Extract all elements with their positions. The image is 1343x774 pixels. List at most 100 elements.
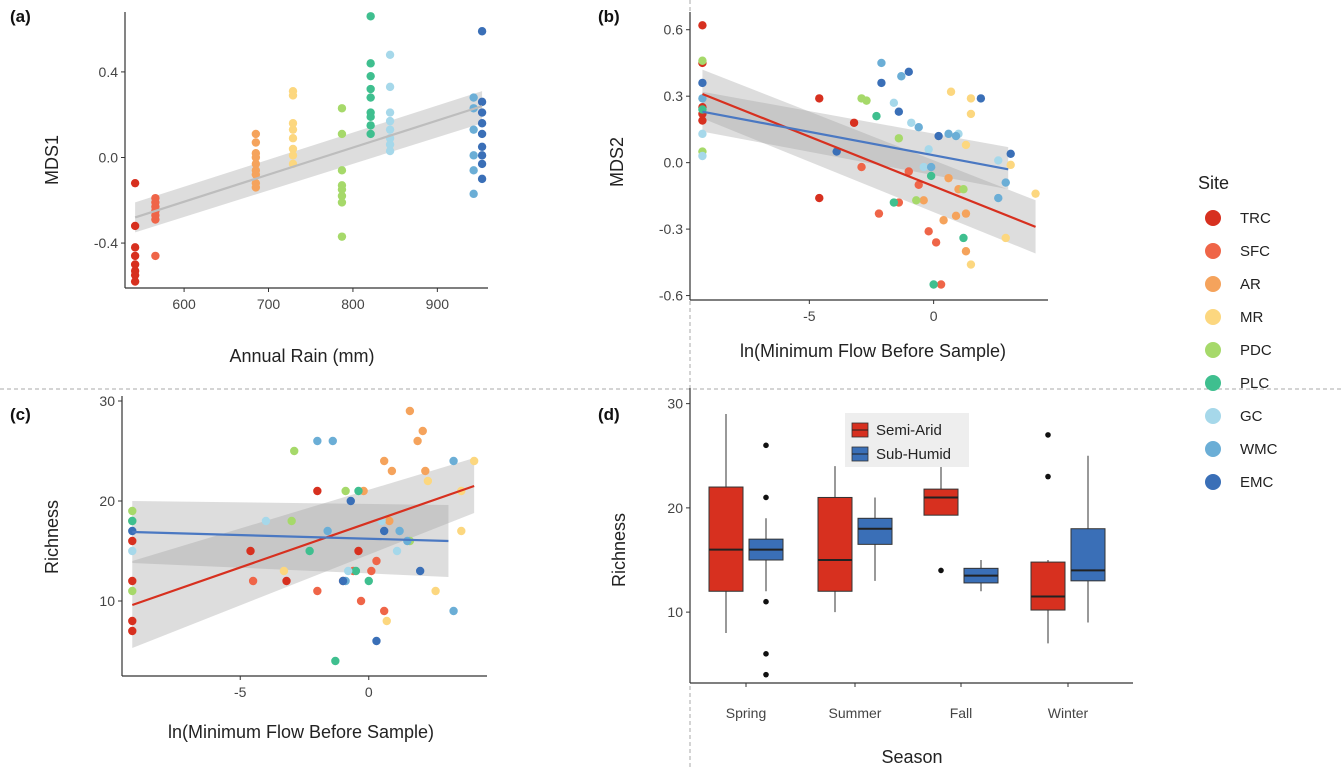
data-point-mr bbox=[966, 109, 976, 119]
data-point-gc bbox=[343, 566, 353, 576]
data-point-pdc bbox=[862, 96, 871, 105]
y-tick-label: 0.0 bbox=[664, 155, 684, 171]
data-point-wmc bbox=[469, 125, 478, 134]
data-point-trc bbox=[130, 251, 140, 261]
box-sub-humid-summer bbox=[857, 497, 893, 581]
box-body bbox=[708, 486, 744, 592]
data-point-wmc bbox=[897, 72, 906, 81]
data-point-mr bbox=[457, 526, 466, 536]
confidence-band bbox=[132, 458, 475, 648]
data-point-mr bbox=[966, 260, 976, 269]
y-tick-label: -0.3 bbox=[659, 221, 683, 237]
data-point-wmc bbox=[926, 162, 936, 172]
legend-swatch-wmc bbox=[1205, 441, 1221, 457]
data-point-mr bbox=[288, 119, 298, 128]
data-point-trc bbox=[698, 21, 707, 30]
data-point-wmc bbox=[449, 606, 458, 616]
data-point-ar bbox=[251, 159, 261, 169]
data-point-trc bbox=[130, 270, 140, 280]
data-point-pdc bbox=[698, 56, 707, 65]
x-tick-label: 600 bbox=[172, 296, 196, 312]
outlier-point bbox=[763, 442, 769, 449]
data-point-plc bbox=[959, 233, 968, 243]
data-point-mr bbox=[961, 140, 971, 150]
data-point-trc bbox=[128, 626, 137, 636]
data-point-wmc bbox=[1001, 178, 1010, 187]
data-point-trc bbox=[130, 277, 140, 286]
data-point-trc bbox=[282, 576, 291, 586]
data-point-wmc bbox=[323, 526, 332, 536]
panel-a-plot: -0.4 0.0 0.4 600 700 800 900 bbox=[94, 12, 488, 312]
data-point-mr bbox=[1006, 160, 1015, 170]
box-sub-humid-winter bbox=[1070, 455, 1106, 623]
y-tick-label: 20 bbox=[99, 493, 115, 509]
data-point-gc bbox=[385, 116, 395, 126]
data-point-plc bbox=[366, 112, 375, 122]
data-point-plc bbox=[929, 280, 938, 289]
data-point-trc bbox=[130, 243, 140, 252]
x-tick-label: 700 bbox=[257, 296, 281, 312]
data-point-wmc bbox=[951, 131, 961, 141]
x-tick-label: Fall bbox=[950, 705, 973, 721]
data-point-pdc bbox=[959, 185, 968, 194]
outlier-point bbox=[763, 494, 769, 501]
panel-a-x-title: Annual Rain (mm) bbox=[229, 346, 374, 366]
y-tick-label: 10 bbox=[99, 593, 115, 609]
legend-label-gc: GC bbox=[1240, 408, 1263, 425]
data-point-ar bbox=[251, 138, 261, 147]
data-point-mr bbox=[469, 456, 479, 466]
y-tick-label: 0.4 bbox=[99, 64, 119, 80]
data-point-plc bbox=[366, 12, 375, 21]
data-point-mr bbox=[288, 144, 298, 154]
panel-b-x-title: ln(Minimum Flow Before Sample) bbox=[740, 341, 1006, 361]
data-point-pdc bbox=[128, 586, 137, 596]
data-point-wmc bbox=[469, 189, 478, 199]
y-tick-label: 30 bbox=[99, 393, 115, 409]
data-point-ar bbox=[251, 183, 261, 192]
data-point-emc bbox=[477, 129, 487, 139]
data-point-emc bbox=[415, 566, 425, 576]
legend-label-sfc: SFC bbox=[1240, 243, 1270, 260]
data-point-mr bbox=[288, 151, 298, 160]
legend-swatch-plc bbox=[1205, 375, 1221, 391]
data-point-gc bbox=[261, 516, 271, 526]
data-point-sfc bbox=[151, 215, 160, 224]
x-tick-label: -5 bbox=[234, 684, 247, 700]
data-point-pdc bbox=[337, 166, 347, 175]
data-point-ar bbox=[961, 247, 971, 256]
legend-swatch-gc bbox=[1205, 408, 1221, 424]
data-point-gc bbox=[385, 125, 395, 134]
data-point-emc bbox=[1006, 149, 1015, 158]
data-point-ar bbox=[418, 426, 427, 436]
data-point-pdc bbox=[894, 134, 904, 143]
legend-label-wmc: WMC bbox=[1240, 441, 1278, 458]
y-tick-label: 0.6 bbox=[664, 22, 684, 38]
data-point-emc bbox=[379, 526, 389, 536]
data-point-trc bbox=[130, 178, 140, 188]
legend-swatch-sfc bbox=[1205, 243, 1221, 259]
data-point-emc bbox=[877, 78, 886, 88]
data-point-emc bbox=[894, 107, 904, 116]
data-point-wmc bbox=[328, 436, 337, 446]
data-point-mr bbox=[382, 616, 391, 626]
panel-c-y-title: Richness bbox=[42, 500, 62, 574]
y-tick-label: 30 bbox=[667, 396, 683, 412]
data-point-gc bbox=[889, 98, 899, 108]
box-semi-arid-fall bbox=[923, 466, 959, 574]
x-tick-label: Spring bbox=[726, 705, 766, 721]
data-point-gc bbox=[907, 118, 916, 127]
panel-label-a: (a) bbox=[10, 7, 31, 26]
panel-b-y-title: MDS2 bbox=[607, 137, 627, 187]
data-point-plc bbox=[872, 111, 881, 121]
data-point-mr bbox=[946, 87, 956, 96]
data-point-wmc bbox=[877, 58, 886, 68]
legend-label-plc: PLC bbox=[1240, 375, 1269, 392]
site-legend: Site TRC SFC AR MR PDC PLC GC WMC EMC bbox=[1198, 173, 1278, 491]
confidence-band bbox=[132, 501, 449, 577]
data-point-wmc bbox=[914, 123, 923, 132]
data-point-sfc bbox=[151, 251, 160, 261]
panel-b-plot: -0.6 -0.3 0.0 0.3 0.6 -5 0 bbox=[659, 12, 1048, 324]
panel-d-plot: 10 20 30 Spring Summer Fall Winter Semi-Arid Sub… bbox=[667, 388, 1133, 721]
data-point-gc bbox=[392, 546, 402, 556]
data-point-trc bbox=[128, 616, 137, 626]
